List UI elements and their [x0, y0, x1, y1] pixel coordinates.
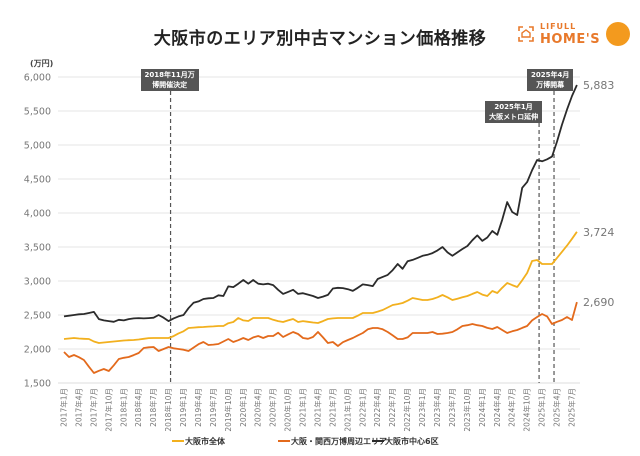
x-tick-label: 2017年7月	[88, 388, 98, 427]
x-tick-label: 2017年4月	[73, 388, 83, 427]
x-tick-label: 2024年7月	[507, 388, 517, 427]
x-tick-label: 2025年4月	[552, 388, 562, 427]
x-tick-label: 2020年7月	[268, 388, 278, 427]
x-tick-label: 2017年10月	[103, 388, 113, 432]
x-tick-label: 2021年10月	[342, 388, 352, 432]
end-value-label: 3,724	[583, 226, 615, 239]
mascot-icon	[606, 22, 630, 46]
x-tick-label: 2023年1月	[417, 388, 427, 427]
y-tick-label: 4,500	[24, 175, 51, 186]
annotation-text: 2025年4月	[531, 71, 570, 79]
chart-title: 大阪市のエリア別中古マンション価格推移	[153, 29, 487, 49]
x-tick-label: 2023年4月	[432, 388, 442, 427]
x-tick-label: 2019年4月	[193, 388, 203, 427]
x-tick-label: 2023年10月	[462, 388, 472, 432]
y-tick-label: 3,000	[24, 277, 51, 288]
x-tick-label: 2024年1月	[477, 388, 487, 427]
x-tick-label: 2022年4月	[372, 388, 382, 427]
y-tick-label: 2,500	[24, 311, 51, 322]
series-line-0	[63, 231, 578, 344]
x-tick-label: 2019年10月	[223, 388, 233, 432]
x-tick-label: 2025年1月	[537, 388, 547, 427]
y-tick-label: 5,000	[24, 141, 51, 152]
x-tick-label: 2022年7月	[387, 388, 397, 427]
y-tick-label: 5,500	[24, 107, 51, 118]
event-annotation: 2018年11月万 博開催決定	[140, 69, 199, 91]
y-tick-label: 4,000	[24, 209, 51, 220]
y-tick-label: 3,500	[24, 243, 51, 254]
legend-label: 大阪市全体	[185, 436, 226, 446]
annotation-text: 大阪メトロ延伸	[489, 113, 539, 121]
annotation-text: 2025年1月	[494, 103, 533, 111]
event-annotation: 2025年1月 大阪メトロ延伸	[485, 101, 543, 123]
x-tick-label: 2020年10月	[283, 388, 293, 432]
x-tick-label: 2017年1月	[59, 388, 69, 427]
x-tick-label: 2024年4月	[492, 388, 502, 427]
x-tick-label: 2021年1月	[298, 388, 308, 427]
x-tick-label: 2024年10月	[522, 388, 532, 432]
x-tick-label: 2019年7月	[208, 388, 218, 427]
x-tick-label: 2022年10月	[402, 388, 412, 432]
x-tick-label: 2018年1月	[118, 388, 128, 427]
x-tick-label: 2022年1月	[357, 388, 367, 427]
series-line-1	[63, 301, 578, 374]
y-unit-label: (万円)	[30, 59, 53, 68]
legend-label: 大阪・関西万博周辺エリア	[291, 436, 387, 446]
y-tick-label: 2,000	[24, 345, 51, 356]
x-tick-label: 2021年4月	[312, 388, 322, 427]
annotation-text: 博開催決定	[152, 81, 188, 89]
annotation-text: 万博開幕	[536, 81, 565, 89]
x-tick-label: 2019年1月	[178, 388, 188, 427]
annotation-text: 2018年11月万	[144, 71, 195, 79]
series-line-2	[63, 84, 578, 323]
logo-text-homes: HOME'S	[540, 32, 601, 47]
x-tick-label: 2025年7月	[566, 388, 576, 427]
house-logo-icon	[518, 26, 534, 42]
y-tick-label: 1,500	[24, 379, 51, 390]
lifull-homes-logo: LIFULL HOME'S	[514, 20, 634, 56]
y-tick-label: 6,000	[24, 73, 51, 84]
x-tick-label: 2021年7月	[327, 388, 337, 427]
end-value-label: 2,690	[583, 296, 615, 309]
x-tick-label: 2018年4月	[133, 388, 143, 427]
logo-text-lifull: LIFULL	[540, 22, 577, 31]
x-tick-label: 2018年10月	[163, 388, 173, 432]
x-tick-label: 2020年1月	[238, 388, 248, 427]
x-tick-label: 2018年7月	[148, 388, 158, 427]
legend-label: 大阪市中心6区	[385, 436, 439, 446]
end-value-label: 5,883	[583, 79, 615, 92]
x-tick-label: 2023年7月	[447, 388, 457, 427]
event-annotation: 2025年4月 万博開幕	[527, 69, 574, 91]
x-tick-label: 2020年4月	[253, 388, 263, 427]
